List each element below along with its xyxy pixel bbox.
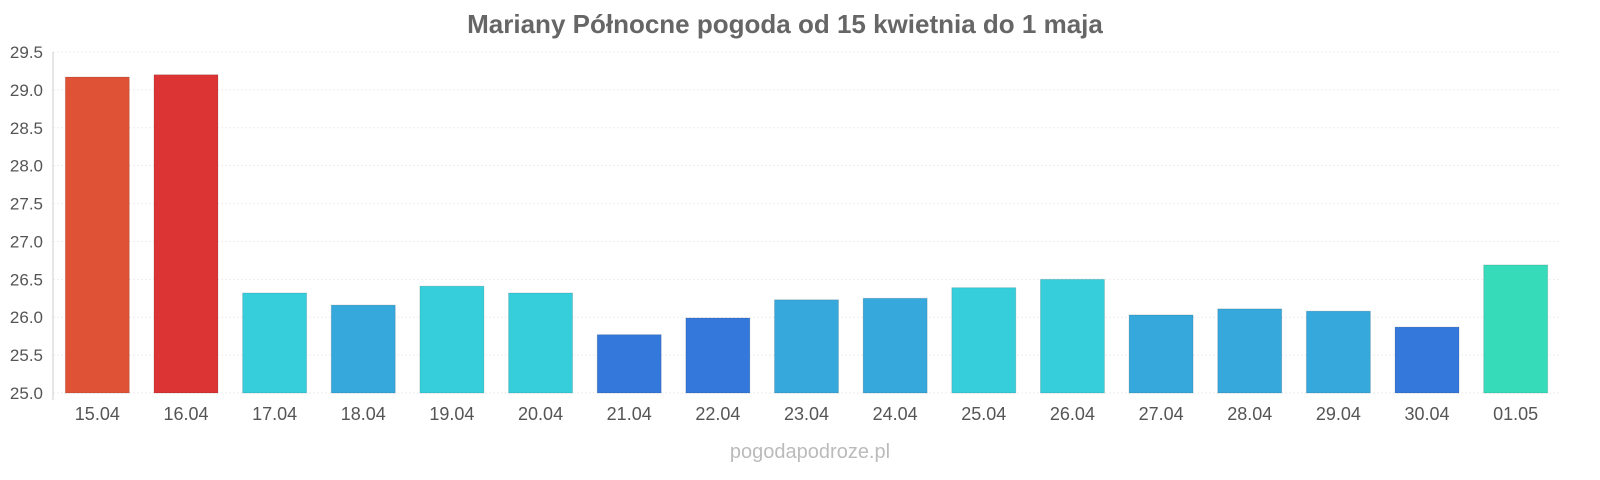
x-tick-label: 15.04 xyxy=(75,404,120,424)
y-tick-label: 27.0 xyxy=(10,232,43,251)
x-tick-label: 22.04 xyxy=(695,404,740,424)
bar-29.04[interactable] xyxy=(1305,310,1371,394)
bar-01.05[interactable] xyxy=(1483,264,1549,394)
x-tick-label: 27.04 xyxy=(1139,404,1184,424)
y-tick-label: 25.5 xyxy=(10,346,43,365)
x-tick-label: 25.04 xyxy=(961,404,1006,424)
bar-23.04[interactable] xyxy=(774,299,839,394)
y-tick-label: 29.0 xyxy=(10,81,43,100)
y-tick-label: 29.5 xyxy=(10,43,43,62)
bar-21.04[interactable] xyxy=(596,334,662,394)
bar-22.04[interactable] xyxy=(685,317,751,394)
y-tick-label: 26.0 xyxy=(10,308,43,327)
bar-19.04[interactable] xyxy=(419,285,485,394)
bar-24.04[interactable] xyxy=(862,297,928,394)
watermark: pogodapodroze.pl xyxy=(730,441,890,463)
bar-26.04[interactable] xyxy=(1039,278,1105,394)
x-tick-label: 20.04 xyxy=(518,404,563,424)
bar-27.04[interactable] xyxy=(1128,314,1194,394)
y-tick-label: 28.0 xyxy=(10,157,43,176)
x-tick-label: 01.05 xyxy=(1493,404,1538,424)
y-tick-label: 25.0 xyxy=(10,384,43,403)
x-tick-label: 19.04 xyxy=(429,404,474,424)
bar-30.04[interactable] xyxy=(1394,326,1460,394)
y-tick-label: 27.5 xyxy=(10,195,43,214)
x-tick-label: 17.04 xyxy=(252,404,297,424)
x-tick-label: 23.04 xyxy=(784,404,829,424)
bar-25.04[interactable] xyxy=(951,287,1017,394)
x-tick-label: 29.04 xyxy=(1316,404,1361,424)
bar-16.04[interactable] xyxy=(153,74,219,394)
y-tick-label: 28.5 xyxy=(10,119,43,138)
x-tick-label: 18.04 xyxy=(341,404,386,424)
x-tick-label: 30.04 xyxy=(1405,404,1450,424)
bar-15.04[interactable] xyxy=(64,76,130,394)
x-tick-label: 21.04 xyxy=(607,404,652,424)
y-tick-label: 26.5 xyxy=(10,270,43,289)
x-tick-label: 26.04 xyxy=(1050,404,1095,424)
bar-20.04[interactable] xyxy=(508,292,574,394)
bar-18.04[interactable] xyxy=(330,304,396,394)
bar-17.04[interactable] xyxy=(242,292,308,394)
bar-28.04[interactable] xyxy=(1217,308,1283,394)
x-tick-label: 24.04 xyxy=(873,404,918,424)
x-tick-label: 16.04 xyxy=(163,404,208,424)
x-tick-label: 28.04 xyxy=(1227,404,1272,424)
chart-title: Mariany Północne pogoda od 15 kwietnia d… xyxy=(467,9,1103,39)
